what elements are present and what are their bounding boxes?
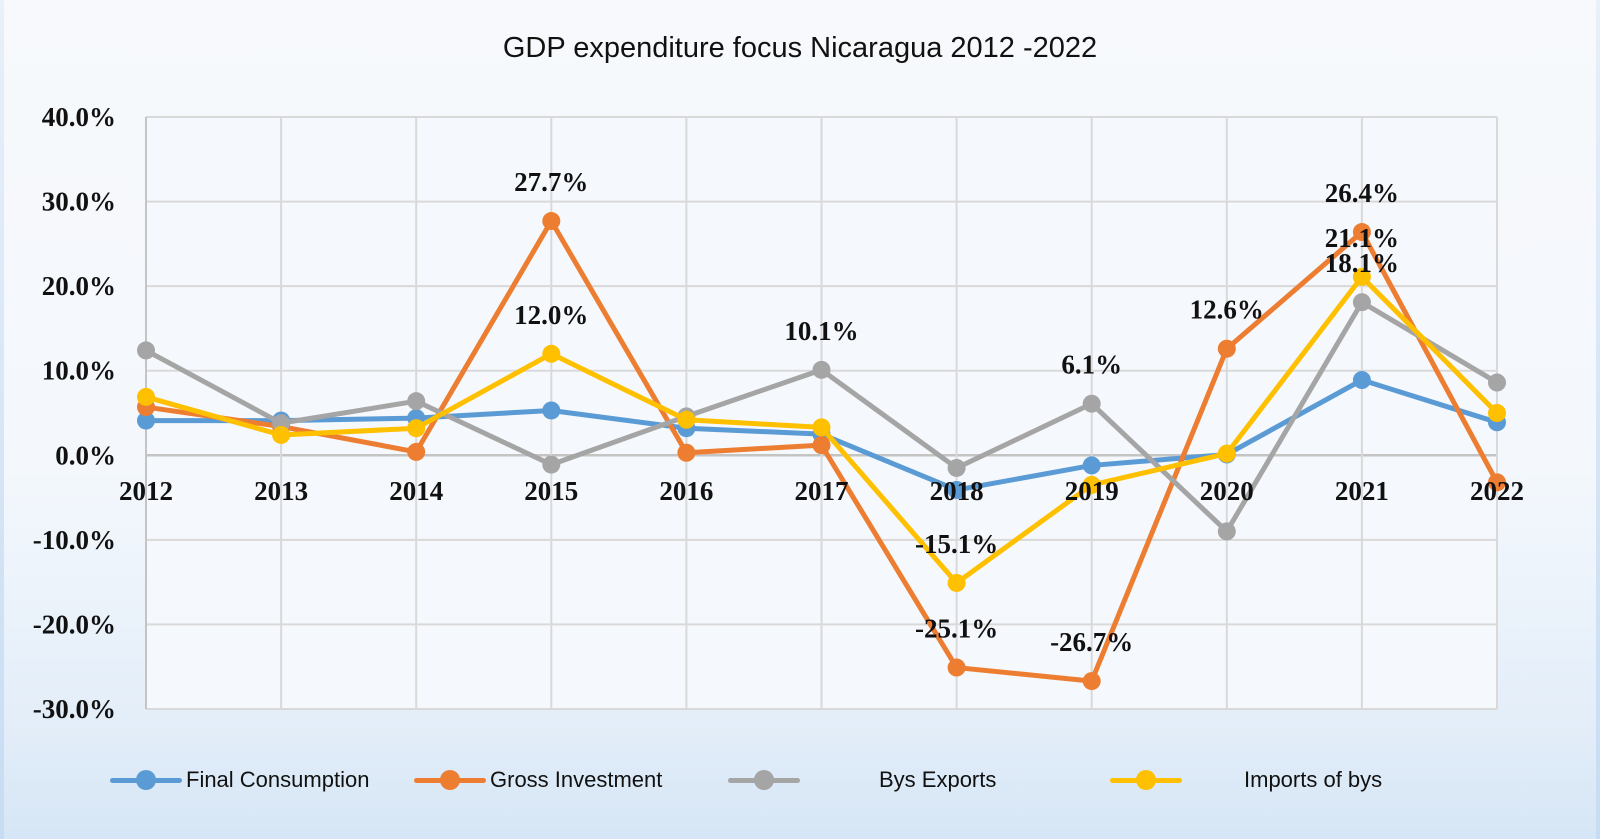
x-tick-label: 2020 xyxy=(1200,476,1254,506)
legend-item-gross-investment[interactable]: Gross Investment xyxy=(414,760,662,800)
data-point[interactable] xyxy=(1082,475,1101,494)
data-point[interactable] xyxy=(1217,522,1236,541)
data-point[interactable] xyxy=(1488,473,1506,492)
data-point[interactable] xyxy=(1352,293,1371,312)
series-imports-of-bys xyxy=(137,267,1506,592)
y-tick-label: 0.0% xyxy=(55,440,116,470)
legend-label: Gross Investment xyxy=(490,767,663,792)
data-point[interactable] xyxy=(1082,394,1101,413)
data-point[interactable] xyxy=(1352,267,1371,286)
data-point[interactable] xyxy=(812,418,831,437)
data-labels: 27.7% 12.0% 10.1% -15.1% -25.1% 6.1% -26.7% 12.… xyxy=(514,167,1399,657)
data-point[interactable] xyxy=(1352,223,1371,242)
series-lines xyxy=(137,212,1506,691)
data-label: 21.1% xyxy=(1325,223,1399,253)
legend-item-imports-of-bys[interactable]: Imports of bys xyxy=(1110,760,1382,800)
data-point[interactable] xyxy=(947,573,966,592)
data-point[interactable] xyxy=(1217,339,1236,358)
legend-marker-icon xyxy=(414,770,486,790)
data-label: -26.7% xyxy=(1050,627,1133,657)
y-tick-label: -10.0% xyxy=(33,525,116,555)
x-tick-label: 2016 xyxy=(659,476,713,506)
legend: Final Consumption Gross Investment Bys E… xyxy=(0,760,1600,800)
data-label: 12.0% xyxy=(514,300,588,330)
x-tick-label: 2021 xyxy=(1335,476,1389,506)
data-point[interactable] xyxy=(137,387,155,406)
data-point[interactable] xyxy=(137,341,155,360)
legend-item-bys-exports[interactable]: Bys Exports xyxy=(728,760,996,800)
data-point[interactable] xyxy=(137,411,155,430)
data-point[interactable] xyxy=(407,442,426,461)
data-point[interactable] xyxy=(1488,373,1506,392)
data-point[interactable] xyxy=(812,360,831,379)
data-point[interactable] xyxy=(542,344,561,363)
data-point[interactable] xyxy=(542,455,561,474)
legend-marker-icon xyxy=(1110,770,1182,790)
x-tick-label: 2022 xyxy=(1470,476,1524,506)
x-axis-tick-labels: 2012 2013 2014 2015 2016 2017 2018 2019 2020 2021… xyxy=(119,476,1524,506)
legend-marker-icon xyxy=(728,770,800,790)
data-label: 10.1% xyxy=(784,316,858,346)
left-edge xyxy=(0,0,4,839)
legend-label: Imports of bys xyxy=(1244,767,1383,792)
data-point[interactable] xyxy=(1217,444,1236,463)
data-label: -15.1% xyxy=(915,529,998,559)
y-tick-label: -30.0% xyxy=(33,694,116,724)
x-tick-label: 2013 xyxy=(254,476,308,506)
data-point[interactable] xyxy=(812,436,831,455)
right-edge xyxy=(1596,0,1600,839)
data-label: 12.6% xyxy=(1190,295,1264,325)
data-label: -25.1% xyxy=(915,614,998,644)
data-point[interactable] xyxy=(1488,404,1506,422)
data-point[interactable] xyxy=(542,212,561,231)
legend-label: Final Consumption xyxy=(186,767,370,792)
x-tick-label: 2012 xyxy=(119,476,173,506)
x-tick-label: 2019 xyxy=(1065,476,1119,506)
data-point[interactable] xyxy=(407,419,426,438)
data-point[interactable] xyxy=(542,401,561,420)
y-axis-tick-labels: 40.0% 30.0% 20.0% 10.0% 0.0% -10.0% -20.0% -30.… xyxy=(33,102,116,724)
y-tick-label: -20.0% xyxy=(33,609,116,639)
data-point[interactable] xyxy=(1352,371,1371,390)
y-tick-label: 20.0% xyxy=(42,271,116,301)
data-label: 27.7% xyxy=(514,167,588,197)
data-point[interactable] xyxy=(947,480,966,499)
data-point[interactable] xyxy=(1082,456,1101,475)
legend-item-final-consumption[interactable]: Final Consumption xyxy=(110,760,369,800)
legend-label: Bys Exports xyxy=(879,767,997,792)
data-point[interactable] xyxy=(407,392,426,411)
data-point[interactable] xyxy=(947,458,966,477)
y-tick-label: 30.0% xyxy=(42,187,116,217)
x-tick-label: 2018 xyxy=(930,476,984,506)
chart-title: GDP expenditure focus Nicaragua 2012 -20… xyxy=(502,32,1098,64)
data-label: 18.1% xyxy=(1325,248,1399,278)
data-label: 26.4% xyxy=(1325,178,1399,208)
data-point[interactable] xyxy=(272,425,291,444)
data-point[interactable] xyxy=(677,410,696,429)
x-tick-label: 2017 xyxy=(795,476,849,506)
data-point[interactable] xyxy=(947,658,966,677)
y-tick-label: 40.0% xyxy=(42,102,116,132)
data-point[interactable] xyxy=(677,443,696,462)
legend-marker-icon xyxy=(110,770,182,790)
y-tick-label: 10.0% xyxy=(42,356,116,386)
data-label: 6.1% xyxy=(1061,350,1122,380)
x-tick-label: 2014 xyxy=(389,476,443,506)
x-tick-label: 2015 xyxy=(524,476,578,506)
data-point[interactable] xyxy=(1082,672,1101,691)
